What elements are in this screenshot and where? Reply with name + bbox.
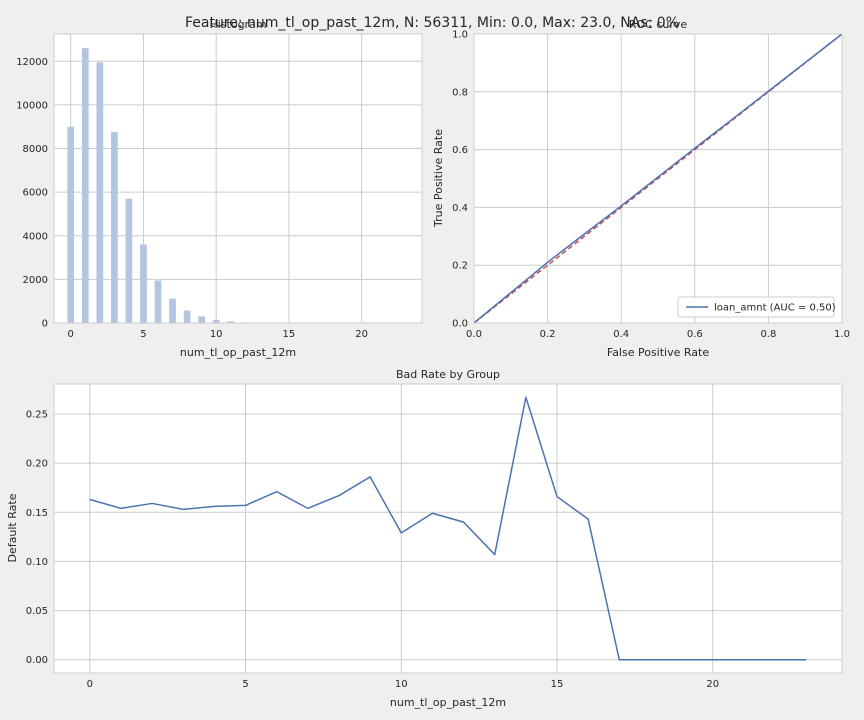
- roc-x-tick-label: 0.8: [760, 329, 776, 340]
- roc-legend-box: [677, 296, 835, 318]
- roc-curve-line: [473, 33, 843, 324]
- roc-x-tick-label: 0.6: [687, 329, 703, 340]
- histogram-spines: [53, 33, 423, 324]
- roc-y-tick-label: 0.2: [452, 261, 468, 272]
- histogram-bar: [154, 280, 162, 323]
- histogram-panel: Histogram num_tl_op_past_12m 0 5 10 15 20 0 20…: [16, 18, 423, 359]
- roc-reference-diagonal: [473, 33, 843, 324]
- histogram-y-tick-label: 2000: [23, 275, 48, 286]
- roc-x-tick-label: 0.0: [466, 329, 482, 340]
- histogram-marks: [67, 48, 409, 324]
- histogram-bar: [67, 126, 75, 323]
- bad-rate-x-tick-label: 15: [551, 679, 564, 690]
- bad-rate-y-tick-label: 0.00: [26, 655, 48, 666]
- histogram-x-tick-label: 0: [68, 329, 74, 340]
- roc-x-tick-label: 0.2: [540, 329, 556, 340]
- bad-rate-title: Bad Rate by Group: [396, 368, 500, 381]
- bad-rate-x-tick-label: 10: [395, 679, 408, 690]
- bad-rate-x-tick-label: 5: [242, 679, 248, 690]
- roc-frame: [473, 33, 843, 324]
- roc-x-tick-label: 0.4: [613, 329, 629, 340]
- roc-y-tick-label: 0.0: [452, 319, 468, 330]
- histogram-y-tick-label: 12000: [16, 57, 48, 68]
- histogram-bar: [111, 132, 118, 323]
- roc-y-tick-label: 1.0: [452, 30, 468, 41]
- bad-rate-plot-area: [54, 384, 842, 673]
- histogram-title: Histogram: [209, 18, 266, 31]
- bad-rate-y-tick-label: 0.05: [26, 606, 48, 617]
- histogram-x-tick-label: 15: [283, 329, 296, 340]
- histogram-y-tick-label: 4000: [23, 231, 48, 242]
- histogram-x-tick-label: 10: [210, 329, 223, 340]
- bad-rate-y-tick-label: 0.10: [26, 557, 48, 568]
- roc-legend: loan_amnt (AUC = 0.50): [677, 296, 836, 318]
- bad-rate-y-tick-label: 0.15: [26, 508, 48, 519]
- bad-rate-frame: [53, 383, 843, 674]
- bad-rate-xlabel: num_tl_op_past_12m: [390, 696, 506, 709]
- roc-marks: [473, 33, 843, 324]
- roc-legend-label: loan_amnt (AUC = 0.50): [714, 303, 836, 314]
- roc-spines: [473, 33, 843, 324]
- roc-title: ROC curve: [629, 18, 688, 31]
- histogram-frame: [53, 33, 423, 324]
- histogram-bar: [140, 244, 147, 323]
- roc-y-tick-label: 0.8: [452, 87, 468, 98]
- histogram-bar: [212, 319, 220, 323]
- histogram-bar: [198, 316, 205, 323]
- histogram-bar: [81, 48, 89, 323]
- histogram-x-tick-label: 5: [140, 329, 146, 340]
- histogram-y-tick-label: 10000: [16, 100, 48, 111]
- histogram-xlabel: num_tl_op_past_12m: [180, 346, 296, 359]
- roc-ylabel: True Positive Rate: [432, 129, 445, 228]
- bad-rate-line: [89, 396, 807, 661]
- histogram-y-tick-label: 8000: [23, 144, 48, 155]
- histogram-bar: [169, 298, 176, 323]
- bad-rate-x-tick-label: 20: [706, 679, 719, 690]
- roc-y-tick-label: 0.6: [452, 145, 468, 156]
- bad-rate-y-tick-label: 0.20: [26, 459, 48, 470]
- histogram-y-tick-label: 6000: [23, 188, 48, 199]
- figure-suptitle: Feature: num_tl_op_past_12m, N: 56311, M…: [185, 15, 679, 31]
- bad-rate-panel: Bad Rate by Group num_tl_op_past_12m Def…: [6, 368, 843, 709]
- histogram-y-tick-label: 0: [42, 319, 48, 330]
- roc-xlabel: False Positive Rate: [607, 346, 709, 359]
- bad-rate-y-tick-label: 0.25: [26, 409, 48, 420]
- histogram-bar: [125, 198, 133, 323]
- roc-panel: ROC curve False Positive Rate True Posit…: [432, 18, 850, 359]
- roc-x-tick-label: 1.0: [834, 329, 850, 340]
- histogram-bar: [183, 310, 191, 323]
- roc-y-tick-label: 0.4: [452, 203, 468, 214]
- bad-rate-x-tick-label: 0: [87, 679, 93, 690]
- histogram-x-tick-label: 20: [355, 329, 368, 340]
- bad-rate-spines: [53, 383, 843, 674]
- bad-rate-marks: [89, 396, 807, 661]
- histogram-bar: [96, 62, 104, 324]
- histogram-bar: [227, 321, 235, 323]
- bad-rate-ylabel: Default Rate: [6, 493, 19, 562]
